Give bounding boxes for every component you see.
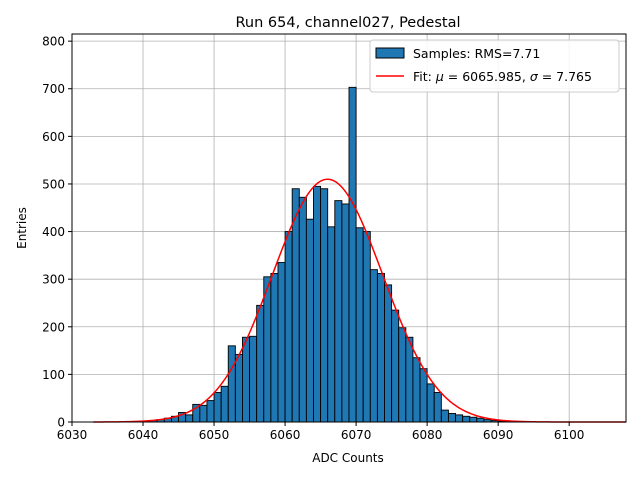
histogram-bar: [242, 336, 251, 423]
histogram-bar: [185, 414, 194, 423]
histogram-bar: [469, 416, 478, 423]
histogram-bar: [199, 404, 208, 423]
axes-frame: [71, 33, 627, 423]
histogram-bar: [405, 336, 414, 423]
histogram-bar: [213, 392, 222, 423]
legend-histogram-swatch: [375, 47, 405, 59]
histogram-bar: [320, 188, 329, 423]
y-axis-label: Entries: [15, 207, 29, 249]
histogram-bar: [220, 385, 229, 423]
histogram-bar: [234, 353, 243, 423]
histogram-bar: [284, 231, 293, 423]
x-tick-label: 6040: [128, 428, 159, 442]
histogram-bar: [391, 309, 400, 423]
histogram-bar: [362, 231, 371, 423]
histogram-bar: [298, 196, 307, 423]
x-tick-label: 6030: [57, 428, 88, 442]
y-tick-label: 200: [42, 320, 65, 334]
x-tick-label: 6090: [483, 428, 514, 442]
histogram-bar: [305, 218, 314, 423]
histogram-bar: [327, 226, 336, 423]
histogram-bar: [376, 273, 385, 423]
y-tick-label: 500: [42, 177, 65, 191]
histogram-bar: [426, 383, 435, 423]
y-axis-ticks: 0 100 200 300 400 500 600 700 800: [42, 35, 72, 430]
x-axis-ticks: 6030 6040 6050 6060 6070 6080 6090 6100: [57, 422, 585, 442]
histogram-bar: [419, 368, 428, 423]
histogram-bar: [433, 392, 442, 423]
histogram-bar: [256, 304, 265, 423]
histogram-bar: [447, 412, 456, 423]
histogram-bar: [476, 417, 485, 423]
histogram-bar: [384, 284, 393, 423]
histogram-bar: [227, 345, 236, 423]
histogram-bar: [334, 200, 343, 423]
histogram-bar: [462, 415, 471, 423]
histogram-bar: [398, 327, 407, 423]
y-tick-label: 700: [42, 82, 65, 96]
x-tick-label: 6100: [554, 428, 585, 442]
y-tick-label: 100: [42, 368, 65, 382]
histogram-bar: [263, 276, 272, 423]
legend-histogram-label: Samples: RMS=7.71: [413, 46, 540, 61]
histogram-bar: [313, 185, 322, 423]
histogram-bar: [277, 262, 286, 423]
histogram-bar: [369, 269, 378, 423]
histogram-bar: [355, 227, 364, 423]
histogram-bar: [412, 357, 421, 423]
y-tick-label: 400: [42, 225, 65, 239]
y-tick-label: 300: [42, 273, 65, 287]
x-axis-label: ADC Counts: [312, 451, 384, 465]
x-tick-label: 6080: [412, 428, 443, 442]
y-tick-label: 600: [42, 130, 65, 144]
y-tick-label: 0: [57, 416, 65, 430]
histogram-bar: [270, 273, 279, 423]
histogram-bar: [440, 409, 449, 423]
histogram-bar: [348, 86, 357, 423]
legend-box: [369, 39, 620, 93]
histogram-bars: [142, 86, 513, 423]
x-tick-label: 6070: [341, 428, 372, 442]
legend-fit-label: Fit: μ = 6065.985, σ = 7.765: [413, 69, 592, 84]
x-tick-label: 6050: [199, 428, 230, 442]
histogram-bar: [206, 400, 215, 423]
histogram-bar: [341, 203, 350, 423]
legend: Samples: RMS=7.71 Fit: μ = 6065.985, σ =…: [369, 39, 620, 93]
histogram-bar: [249, 335, 258, 423]
y-tick-label: 800: [42, 35, 65, 49]
histogram-bar: [455, 414, 464, 423]
chart-title: Run 654, channel027, Pedestal: [235, 15, 460, 31]
x-tick-label: 6060: [270, 428, 301, 442]
